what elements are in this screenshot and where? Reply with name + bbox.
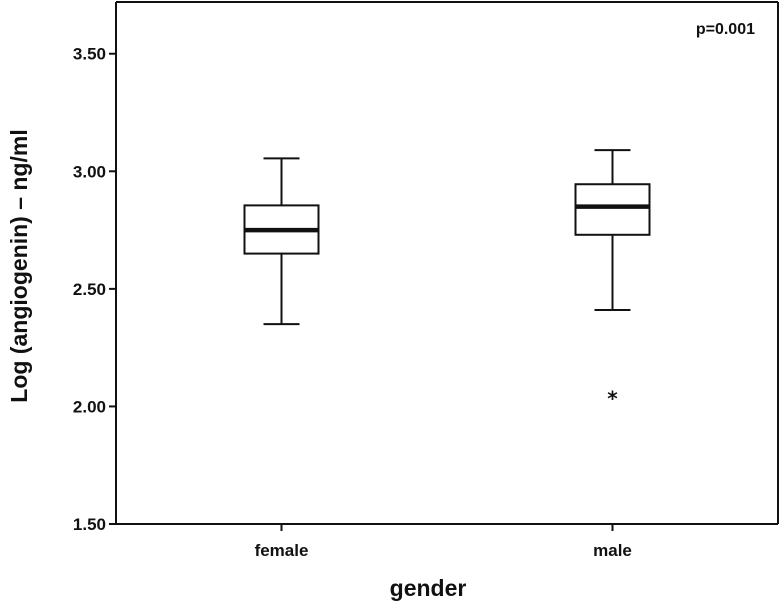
p-value-annotation: p=0.001 [696, 21, 755, 38]
y-tick-label: 3.50 [73, 45, 106, 64]
box-female [243, 157, 320, 326]
y-axis-title: Log (angiogenin) – ng/ml [6, 129, 32, 402]
outlier-marker: * [607, 387, 618, 411]
x-axis: female male [255, 524, 632, 560]
x-tick-label-male: male [593, 541, 632, 560]
x-tick-label-female: female [255, 541, 309, 560]
y-axis: 1.50 2.00 2.50 3.00 3.50 [73, 45, 116, 534]
box-male: * [574, 149, 651, 411]
y-tick-label: 1.50 [73, 515, 106, 534]
boxes-group: * [243, 149, 651, 411]
y-tick-label: 2.50 [73, 280, 106, 299]
x-axis-title: gender [390, 575, 467, 601]
plot-frame [115, 1, 779, 525]
y-tick-label: 3.00 [73, 162, 106, 181]
iqr-box [574, 183, 651, 236]
y-tick-label: 2.00 [73, 397, 106, 416]
